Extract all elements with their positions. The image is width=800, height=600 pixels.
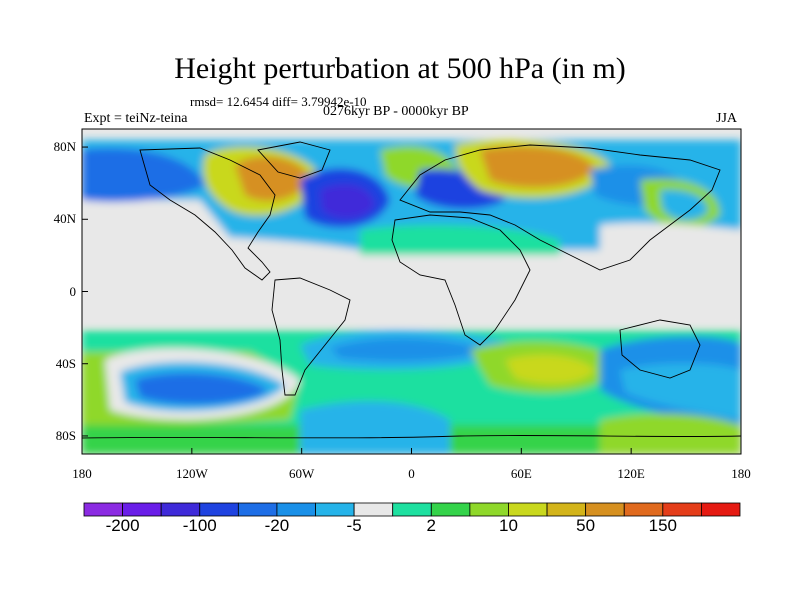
stats-label: rmsd= 12.6454 diff= 3.79942e-10 <box>190 94 367 109</box>
chart-title: Height perturbation at 500 hPa (in m) <box>174 52 626 85</box>
colorbar-swatch <box>315 502 355 517</box>
lon-tick-label: 120E <box>617 466 645 481</box>
colorbar-swatch <box>392 502 432 517</box>
colorbar-swatch <box>585 502 625 517</box>
coastlines <box>82 141 741 439</box>
colorbar-label: -100 <box>182 516 217 535</box>
axis-ticks <box>81 146 742 454</box>
colorbar-swatch <box>353 502 394 517</box>
colorbar-swatch <box>160 502 201 517</box>
colorbar-swatch <box>701 502 741 517</box>
lat-tick-label: 80S <box>55 427 76 443</box>
colorbar-label: 10 <box>499 516 518 535</box>
colorbar-swatch <box>276 502 316 517</box>
lon-tick-label: 180 <box>731 466 751 481</box>
season-label: JJA <box>716 111 738 126</box>
lat-tick-label: 40S <box>55 355 76 371</box>
colorbar-swatch <box>237 502 278 517</box>
colorbar-label: 50 <box>576 516 596 535</box>
lat-tick-label: 80N <box>53 139 76 155</box>
colorbar-swatch <box>508 502 548 517</box>
colorbar-label: -200 <box>105 516 140 535</box>
colorbar-swatch <box>546 502 587 517</box>
experiment-label: Expt = teiNz-teina <box>84 111 188 126</box>
colorbar-swatch <box>623 502 664 517</box>
lon-tick-label: 180 <box>72 466 92 481</box>
lat-tick-label: 0 <box>69 283 77 299</box>
lon-tick-label: 60E <box>510 466 532 481</box>
colorbar-label: 2 <box>426 516 437 535</box>
lat-tick-label: 40N <box>53 211 76 227</box>
colorbar-swatch <box>122 502 162 517</box>
colorbar-swatch <box>430 502 471 517</box>
colorbar-label: 150 <box>648 516 677 535</box>
colorbar-label: -5 <box>346 516 362 535</box>
colorbar-swatch <box>83 502 123 517</box>
height-field <box>82 129 741 454</box>
lon-tick-label: 0 <box>408 466 415 481</box>
colorbar-swatch <box>662 502 702 517</box>
lon-tick-label: 120W <box>175 466 208 481</box>
lon-tick-label: 60W <box>289 466 315 481</box>
colorbar <box>83 502 741 517</box>
period-label: 0276kyr BP - 0000kyr BP <box>323 104 469 119</box>
colorbar-swatch <box>199 502 239 517</box>
colorbar-swatch <box>469 502 509 517</box>
colorbar-label: -20 <box>264 516 290 535</box>
